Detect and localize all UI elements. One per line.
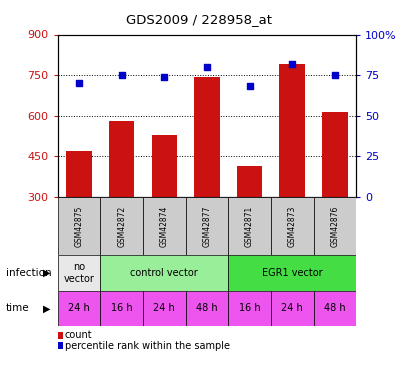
Bar xyxy=(100,197,143,255)
Point xyxy=(289,61,295,67)
Bar xyxy=(194,77,220,197)
Text: infection: infection xyxy=(6,268,52,278)
Bar xyxy=(58,255,100,291)
Text: GSM42874: GSM42874 xyxy=(160,205,169,247)
Text: GDS2009 / 228958_at: GDS2009 / 228958_at xyxy=(126,13,272,26)
Point xyxy=(246,84,253,90)
Text: 24 h: 24 h xyxy=(281,303,303,313)
Bar xyxy=(228,255,356,291)
Bar xyxy=(185,291,228,326)
Text: time: time xyxy=(6,303,29,313)
Bar xyxy=(152,135,177,197)
Bar xyxy=(314,291,356,326)
Text: GSM42877: GSM42877 xyxy=(203,205,211,247)
Point xyxy=(119,72,125,78)
Text: GSM42875: GSM42875 xyxy=(74,205,84,247)
Text: 24 h: 24 h xyxy=(68,303,90,313)
Text: control vector: control vector xyxy=(131,268,198,278)
Text: 16 h: 16 h xyxy=(239,303,260,313)
Text: 24 h: 24 h xyxy=(154,303,175,313)
Bar xyxy=(66,151,92,197)
Bar xyxy=(314,197,356,255)
Text: GSM42872: GSM42872 xyxy=(117,206,126,247)
Point xyxy=(204,64,210,70)
Bar xyxy=(143,197,185,255)
Text: GSM42871: GSM42871 xyxy=(245,206,254,247)
Bar xyxy=(100,291,143,326)
Point xyxy=(332,72,338,78)
Text: 16 h: 16 h xyxy=(111,303,133,313)
Text: percentile rank within the sample: percentile rank within the sample xyxy=(65,341,230,351)
Text: GSM42873: GSM42873 xyxy=(288,205,297,247)
Text: EGR1 vector: EGR1 vector xyxy=(262,268,322,278)
Text: no
vector: no vector xyxy=(64,262,94,284)
Bar xyxy=(58,291,100,326)
Bar xyxy=(58,197,100,255)
Text: 48 h: 48 h xyxy=(324,303,346,313)
Bar xyxy=(100,255,228,291)
Bar xyxy=(109,120,135,197)
Bar xyxy=(228,197,271,255)
Bar xyxy=(279,64,305,197)
Bar xyxy=(228,291,271,326)
Text: count: count xyxy=(65,330,92,340)
Point xyxy=(161,74,168,80)
Bar xyxy=(237,166,262,197)
Text: 48 h: 48 h xyxy=(196,303,218,313)
Bar xyxy=(143,291,185,326)
Bar xyxy=(322,112,348,197)
Text: ▶: ▶ xyxy=(43,268,51,278)
Bar xyxy=(271,197,314,255)
Text: ▶: ▶ xyxy=(43,303,51,313)
Text: GSM42876: GSM42876 xyxy=(330,205,339,247)
Point xyxy=(76,80,82,86)
Bar xyxy=(271,291,314,326)
Bar xyxy=(185,197,228,255)
